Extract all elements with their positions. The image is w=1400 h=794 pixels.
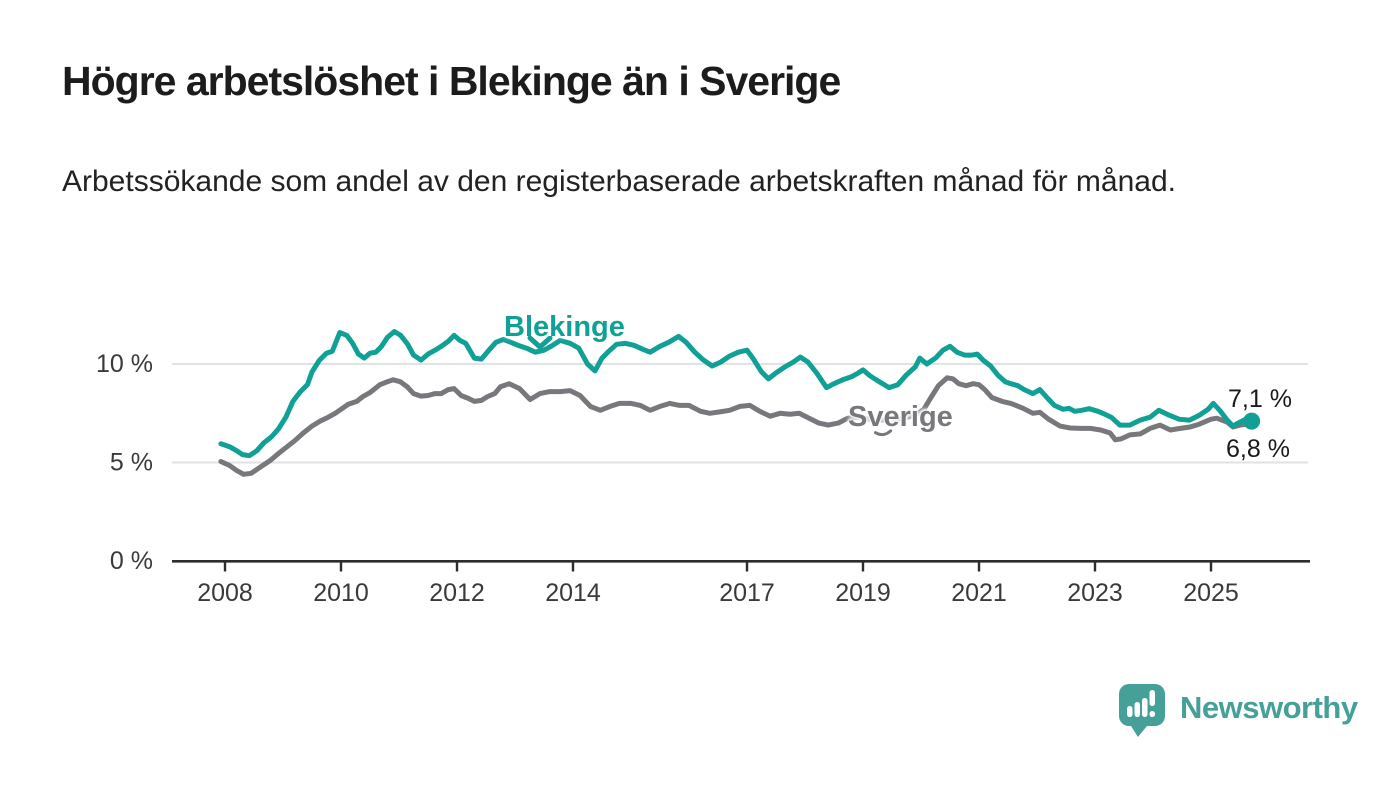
end-value-blekinge: 7,1 % xyxy=(1228,385,1292,413)
x-tick-label: 2012 xyxy=(429,579,485,607)
x-tick-label: 2023 xyxy=(1067,579,1123,607)
newsworthy-logo-icon xyxy=(1119,684,1165,737)
sverige-pointer-icon xyxy=(873,429,893,437)
newsworthy-logo-text: Newsworthy xyxy=(1180,690,1358,725)
x-tick-label: 2025 xyxy=(1183,579,1239,607)
series-end-dot xyxy=(1243,412,1261,430)
series-label-sverige: Sverige xyxy=(848,401,953,433)
newsworthy-logo: Newsworthy xyxy=(1117,682,1358,739)
series-line-blekinge xyxy=(218,329,1255,459)
x-tick-label: 2014 xyxy=(545,579,601,607)
y-tick-label: 0 % xyxy=(110,547,153,575)
x-tick-label: 2019 xyxy=(835,579,891,607)
series-line-sverige xyxy=(218,375,1255,477)
series-label-blekinge: Blekinge xyxy=(504,311,625,343)
end-value-sverige: 6,8 % xyxy=(1226,435,1290,463)
x-tick-label: 2008 xyxy=(197,579,253,607)
x-tick-label: 2010 xyxy=(313,579,369,607)
x-tick-label: 2017 xyxy=(719,579,775,607)
blekinge-pointer-icon xyxy=(527,336,553,350)
y-tick-label: 10 % xyxy=(96,350,153,378)
y-tick-label: 5 % xyxy=(110,449,153,477)
page-subtitle: Arbetssökande som andel av den registerb… xyxy=(62,165,1176,198)
x-tick-label: 2021 xyxy=(951,579,1007,607)
page-title: Högre arbetslöshet i Blekinge än i Sveri… xyxy=(62,58,841,104)
